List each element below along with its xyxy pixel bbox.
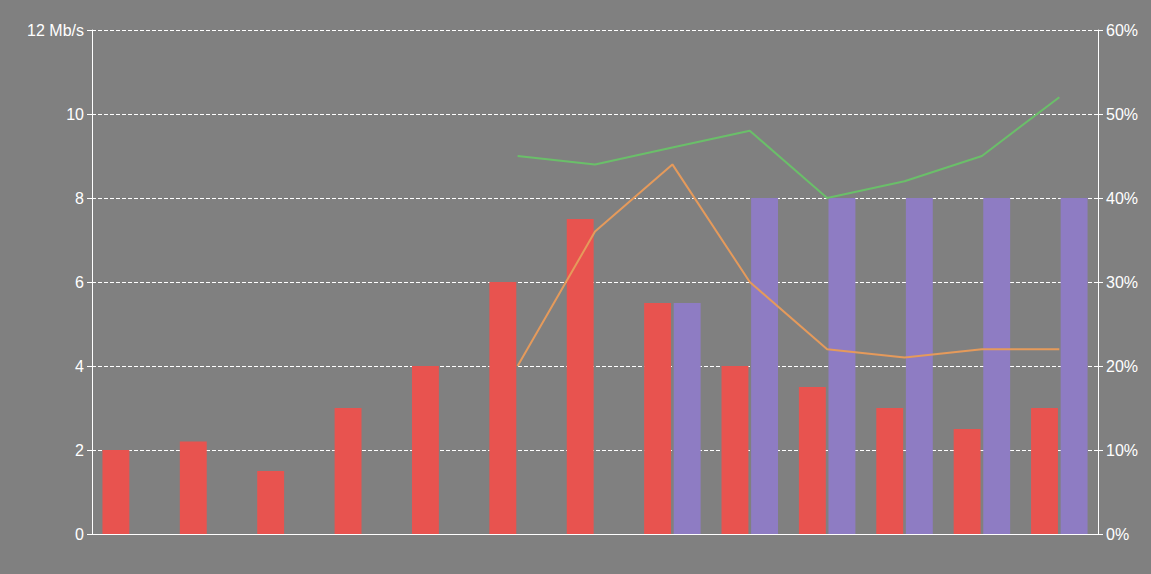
svg-text:8: 8: [75, 190, 84, 207]
svg-text:10: 10: [66, 106, 84, 123]
svg-text:20%: 20%: [1106, 358, 1138, 375]
svg-text:4: 4: [75, 358, 84, 375]
svg-text:6: 6: [75, 274, 84, 291]
svg-text:12 Mb/s: 12 Mb/s: [27, 22, 84, 39]
svg-text:30%: 30%: [1106, 274, 1138, 291]
svg-text:2: 2: [75, 442, 84, 459]
svg-text:10%: 10%: [1106, 442, 1138, 459]
svg-text:50%: 50%: [1106, 106, 1138, 123]
svg-text:0: 0: [75, 526, 84, 543]
svg-text:40%: 40%: [1106, 190, 1138, 207]
svg-text:60%: 60%: [1106, 22, 1138, 39]
svg-text:0%: 0%: [1106, 526, 1129, 543]
